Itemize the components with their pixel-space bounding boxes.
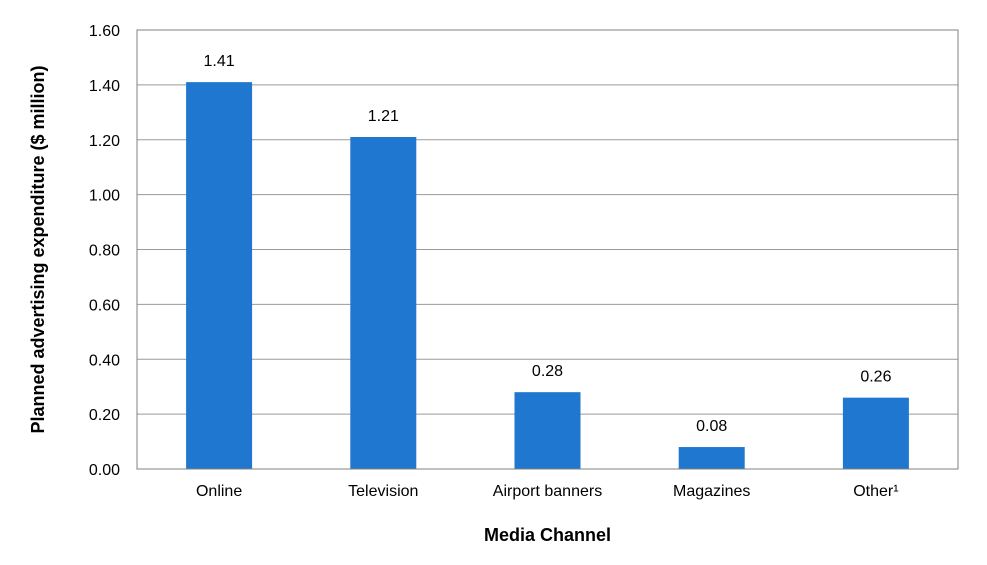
plot-frame: [136, 29, 959, 470]
bar-magazines: [678, 447, 745, 469]
bars: [186, 82, 909, 469]
bar-other: [842, 397, 909, 469]
y-tick-label: 1.60: [89, 23, 120, 40]
data-label: 0.28: [532, 363, 563, 380]
x-tick-label: Other¹: [853, 483, 898, 500]
y-tick-label: 1.00: [89, 188, 120, 205]
x-tick-label: Airport banners: [493, 483, 602, 500]
y-tick-label: 0.20: [89, 407, 120, 424]
y-tick-label: 0.80: [89, 243, 120, 260]
bar-online: [186, 82, 253, 469]
x-tick-label: Magazines: [673, 483, 750, 500]
y-tick-label: 0.60: [89, 297, 120, 314]
x-tick-label: Online: [196, 483, 242, 500]
x-axis-title: Media Channel: [484, 525, 611, 545]
data-labels: 1.41 1.21 0.28 0.08 0.26: [204, 53, 892, 435]
x-tick-label: Television: [348, 483, 418, 500]
data-label: 0.08: [696, 418, 727, 435]
y-tick-label: 1.20: [89, 133, 120, 150]
y-tick-label: 0.40: [89, 352, 120, 369]
bar-television: [350, 137, 417, 469]
y-tick-labels: 0.00 0.20 0.40 0.60 0.80 1.00 1.20 1.40 1.60: [89, 23, 120, 479]
y-tick-label: 0.00: [89, 462, 120, 479]
data-label: 0.26: [860, 369, 891, 386]
data-label: 1.41: [204, 53, 235, 70]
x-tick-labels: Online Television Airport banners Magazines…: [196, 483, 899, 500]
bar-airport-banners: [514, 392, 581, 469]
y-tick-label: 1.40: [89, 78, 120, 95]
data-label: 1.21: [368, 108, 399, 125]
y-axis-title: Planned advertising expenditure ($ milli…: [28, 65, 48, 433]
